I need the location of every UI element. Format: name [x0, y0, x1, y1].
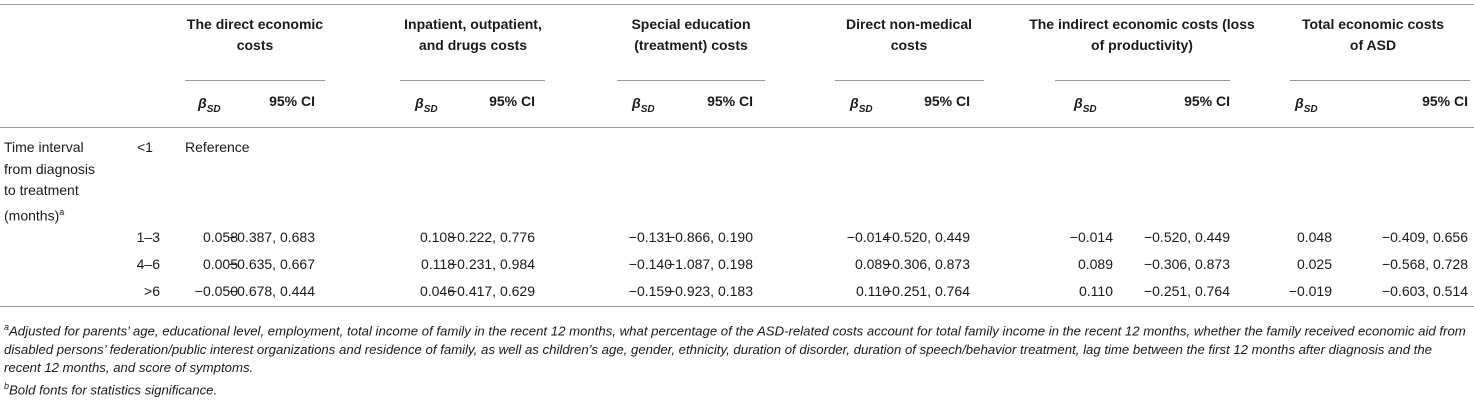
column-group-header: Special education (treatment) costs [561, 14, 821, 56]
beta-cell: 0.046 [419, 283, 455, 299]
header-bottom-rule [0, 127, 1474, 128]
column-group-underline [835, 80, 984, 81]
ci-cell: −0.568, 0.728 [1381, 256, 1468, 272]
beta-sd-header: βSD [632, 95, 655, 115]
ci-cell: −0.409, 0.656 [1381, 229, 1468, 245]
row-label-line: to treatment [4, 182, 79, 198]
column-group-header-line: The direct economic [186, 16, 324, 32]
beta-cell: −0.159 [628, 283, 672, 299]
ci-cell: −0.251, 0.764 [883, 283, 970, 299]
ci-header: 95% CI [707, 93, 753, 109]
column-group-underline [617, 80, 765, 81]
ci-cell: −0.306, 0.873 [883, 256, 970, 272]
beta-sd-header: βSD [1295, 95, 1318, 115]
ci-cell: −0.417, 0.629 [448, 283, 535, 299]
column-group-underline [185, 80, 325, 81]
interval-cell: >6 [144, 283, 160, 299]
column-group-header-line: Total economic costs [1301, 16, 1445, 32]
beta-sd-header: βSD [850, 95, 873, 115]
ci-cell: −1.087, 0.198 [666, 256, 753, 272]
beta-cell: −0.014 [1069, 229, 1113, 245]
beta-cell: 0.089 [1077, 256, 1113, 272]
column-group-header-line: of ASD [1349, 37, 1397, 53]
beta-cell: −0.131 [628, 229, 672, 245]
table-bottom-rule [0, 306, 1474, 307]
column-group-header-line: costs [236, 37, 274, 53]
row-label-line: from diagnosis [4, 160, 96, 177]
ci-header: 95% CI [1184, 93, 1230, 109]
ci-cell: −0.520, 0.449 [883, 229, 970, 245]
ci-cell: −0.222, 0.776 [448, 229, 535, 245]
reference-interval: <1 [137, 139, 153, 155]
column-group-header-line: Direct non-medical [845, 16, 973, 32]
ci-cell: −0.678, 0.444 [228, 283, 315, 299]
column-group-header-line: Inpatient, outpatient, [404, 16, 542, 32]
column-group-underline [400, 80, 545, 81]
ci-cell: −0.866, 0.190 [666, 229, 753, 245]
beta-sd-header: βSD [198, 95, 221, 115]
column-group-header: The direct economic costs [125, 14, 385, 56]
column-group-header-line: costs [890, 37, 928, 53]
ci-header: 95% CI [489, 93, 535, 109]
ci-cell: −0.923, 0.183 [666, 283, 753, 299]
row-label-line: Time interval [4, 139, 84, 155]
ci-cell: −0.520, 0.449 [1143, 229, 1230, 245]
column-group-header-line: and drugs costs [418, 37, 528, 53]
row-label-line: (months)a [4, 206, 65, 224]
beta-sd-header: βSD [415, 95, 438, 115]
beta-cell: −0.140 [628, 256, 672, 272]
ci-header: 95% CI [924, 93, 970, 109]
ci-cell: −0.231, 0.984 [448, 256, 535, 272]
table-top-rule [0, 4, 1474, 5]
beta-cell: 0.110 [1079, 283, 1113, 299]
beta-cell: −0.050 [194, 283, 238, 299]
column-group-header-line: Special education [631, 16, 751, 32]
column-group-header: Direct non-medical costs [779, 14, 1039, 56]
row-label: Time interval from diagnosis to treatmen… [4, 137, 95, 227]
interval-cell: 1–3 [136, 229, 160, 245]
beta-sd-header: βSD [1074, 95, 1097, 115]
ci-cell: −0.603, 0.514 [1381, 283, 1468, 299]
beta-cell: 0.025 [1296, 256, 1332, 272]
ci-cell: −0.306, 0.873 [1143, 256, 1230, 272]
ci-cell: −0.635, 0.667 [228, 256, 315, 272]
column-group-underline [1290, 80, 1470, 81]
column-group-header: Total economic costs of ASD [1243, 14, 1474, 56]
beta-cell: 0.048 [1296, 229, 1332, 245]
column-group-header: Inpatient, outpatient, and drugs costs [343, 14, 603, 56]
column-group-header: The indirect economic costs (loss of prod… [1012, 14, 1272, 56]
beta-cell: 0.005 [202, 256, 238, 272]
footnote-a: aAdjusted for parents’ age, educational … [4, 322, 1466, 376]
column-group-header-line: The indirect economic costs (loss [1029, 16, 1255, 32]
beta-cell: 0.110 [856, 283, 890, 299]
beta-cell: 0.089 [854, 256, 890, 272]
beta-cell: 0.108 [419, 229, 455, 245]
beta-cell: −0.014 [846, 229, 890, 245]
ci-header: 95% CI [1422, 93, 1468, 109]
ci-header: 95% CI [269, 93, 315, 109]
reference-label: Reference [185, 139, 250, 155]
ci-cell: −0.387, 0.683 [228, 229, 315, 245]
column-group-underline [1055, 80, 1230, 81]
ci-cell: −0.251, 0.764 [1143, 283, 1230, 299]
beta-cell: 0.118 [421, 256, 455, 272]
beta-cell: 0.058 [202, 229, 238, 245]
interval-cell: 4–6 [136, 256, 160, 272]
beta-cell: −0.019 [1288, 283, 1332, 299]
column-group-header-line: (treatment) costs [634, 37, 748, 53]
footnote-b: bBold fonts for statistics significance. [4, 381, 218, 398]
column-group-header-line: of productivity) [1091, 37, 1193, 53]
